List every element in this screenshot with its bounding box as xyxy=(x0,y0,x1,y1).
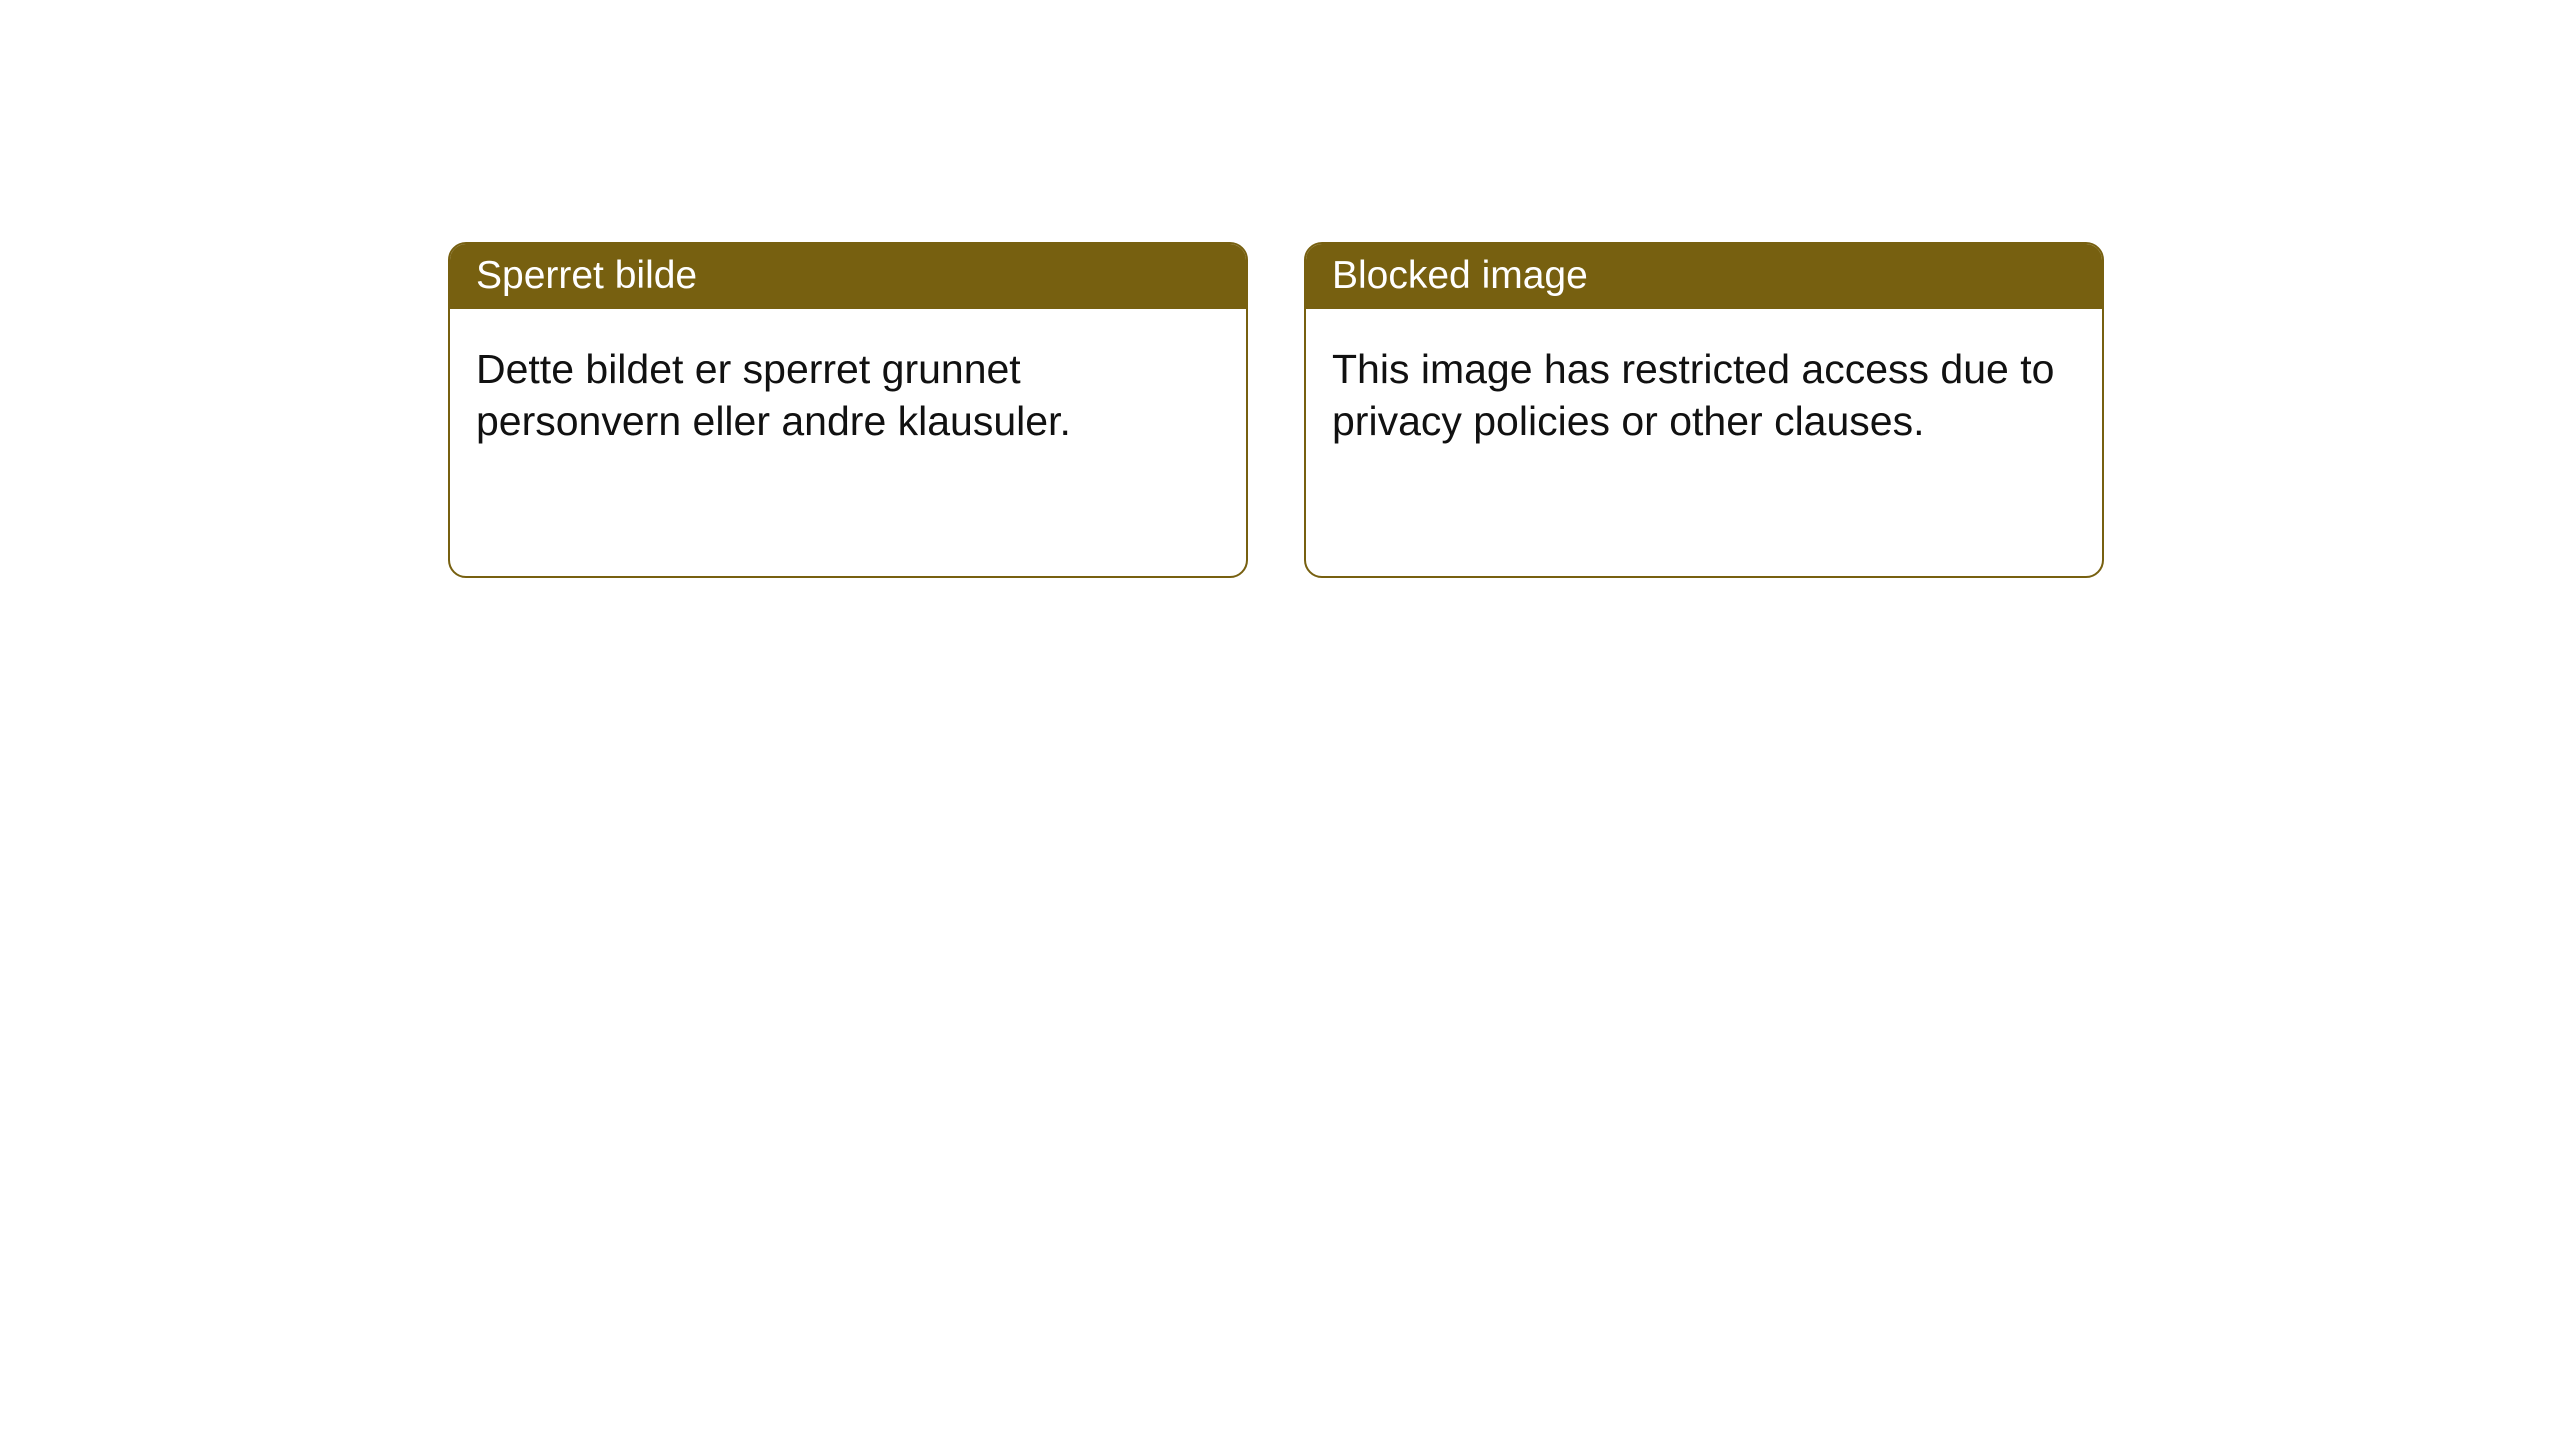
blocked-image-card-en: Blocked image This image has restricted … xyxy=(1304,242,2104,578)
notice-container: Sperret bilde Dette bildet er sperret gr… xyxy=(0,0,2560,578)
card-title: Blocked image xyxy=(1332,254,1588,297)
card-header: Blocked image xyxy=(1306,244,2102,309)
card-body-text: Dette bildet er sperret grunnet personve… xyxy=(476,346,1071,444)
card-body: This image has restricted access due to … xyxy=(1306,309,2102,481)
card-body: Dette bildet er sperret grunnet personve… xyxy=(450,309,1246,481)
card-body-text: This image has restricted access due to … xyxy=(1332,346,2054,444)
blocked-image-card-no: Sperret bilde Dette bildet er sperret gr… xyxy=(448,242,1248,578)
card-title: Sperret bilde xyxy=(476,254,697,297)
card-header: Sperret bilde xyxy=(450,244,1246,309)
